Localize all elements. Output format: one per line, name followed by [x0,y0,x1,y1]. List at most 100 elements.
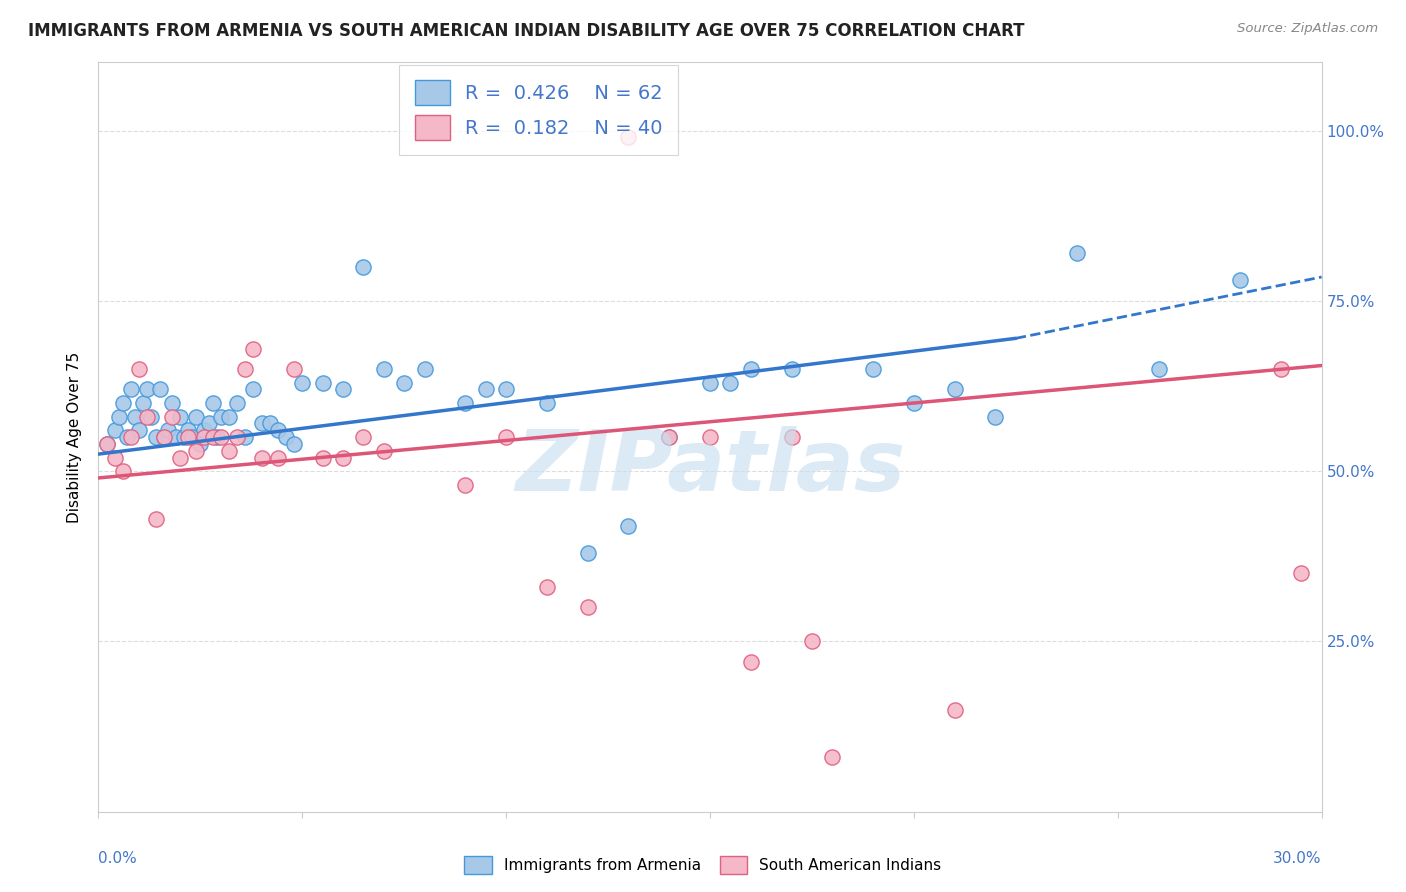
Point [209,409,232,424]
Point [201,430,224,444]
Point [218,409,240,424]
Point [413,362,436,376]
Point [132,396,155,410]
Point [186,443,208,458]
Point [352,260,374,274]
Point [352,430,374,444]
Point [267,423,290,437]
Point [780,430,803,444]
Point [454,477,477,491]
Point [209,430,232,444]
Point [201,396,224,410]
Point [226,396,249,410]
Point [1229,273,1251,287]
Point [177,430,200,444]
Point [152,430,174,444]
Point [291,376,314,390]
Point [903,396,925,410]
Point [474,383,498,397]
Point [943,383,966,397]
Y-axis label: Disability Age Over 75: Disability Age Over 75 [67,351,83,523]
Text: ZIPatlas: ZIPatlas [515,425,905,508]
Point [152,430,174,444]
Point [984,409,1007,424]
Point [108,409,131,424]
Point [242,383,264,397]
Point [576,600,599,615]
Point [128,362,150,376]
Point [495,383,517,397]
Point [145,430,167,444]
Point [177,423,200,437]
Point [617,130,640,145]
Point [181,430,204,444]
Point [943,702,966,716]
Point [283,437,305,451]
Point [145,512,167,526]
Point [193,430,215,444]
Point [821,750,844,764]
Point [233,430,256,444]
Point [226,430,249,444]
Legend: Immigrants from Armenia, South American Indians: Immigrants from Armenia, South American … [458,850,948,880]
Point [1147,362,1170,376]
Point [740,362,762,376]
Point [617,518,640,533]
Point [156,423,179,437]
Point [454,396,477,410]
Point [188,437,212,451]
Point [104,450,127,465]
Point [699,376,721,390]
Point [160,409,183,424]
Point [111,464,134,478]
Point [283,362,305,376]
Point [160,396,183,410]
Point [718,376,742,390]
Point [373,443,395,458]
Point [233,362,256,376]
Text: Source: ZipAtlas.com: Source: ZipAtlas.com [1237,22,1378,36]
Point [96,437,118,451]
Point [576,546,599,560]
Point [250,417,273,431]
Point [373,362,395,376]
Point [115,430,138,444]
Text: 0.0%: 0.0% [98,851,138,865]
Point [312,376,335,390]
Point [780,362,803,376]
Point [120,383,142,397]
Point [699,430,721,444]
Point [169,409,191,424]
Point [536,396,558,410]
Point [862,362,884,376]
Point [124,409,146,424]
Point [111,396,134,410]
Point [173,430,195,444]
Point [250,450,273,465]
Point [169,450,191,465]
Point [658,430,681,444]
Point [312,450,335,465]
Point [136,383,159,397]
Point [186,409,208,424]
Point [205,430,228,444]
Point [392,376,416,390]
Point [141,409,163,424]
Point [1291,566,1313,581]
Point [193,423,215,437]
Point [495,430,517,444]
Point [149,383,172,397]
Point [197,417,219,431]
Point [242,342,264,356]
Legend: R =  0.426    N = 62, R =  0.182    N = 40: R = 0.426 N = 62, R = 0.182 N = 40 [399,64,679,155]
Point [332,450,354,465]
Point [120,430,142,444]
Point [536,580,558,594]
Point [1066,246,1088,260]
Point [1270,362,1292,376]
Text: IMMIGRANTS FROM ARMENIA VS SOUTH AMERICAN INDIAN DISABILITY AGE OVER 75 CORRELAT: IMMIGRANTS FROM ARMENIA VS SOUTH AMERICA… [28,22,1025,40]
Point [104,423,127,437]
Point [96,437,118,451]
Point [740,655,762,669]
Point [128,423,150,437]
